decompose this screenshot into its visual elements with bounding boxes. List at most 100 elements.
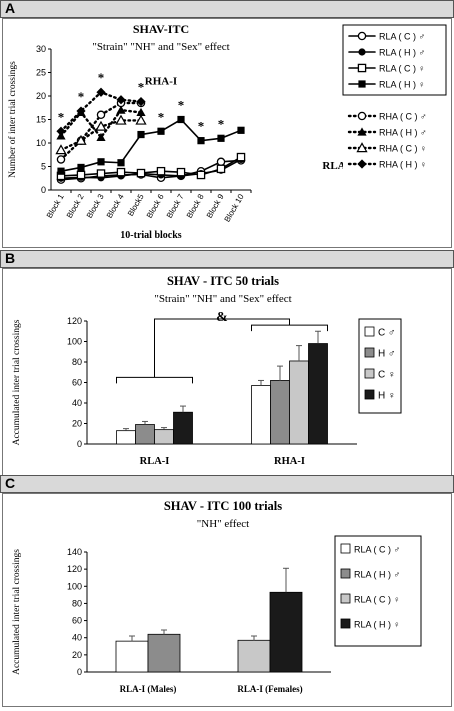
chart-c-legend-swatch [340,568,351,579]
chart-b-legend-label: H ♀ [378,391,396,402]
chart-a-point [96,132,106,141]
chart-c-legend-label: RLA ( H ) ♀ [354,620,400,630]
chart-a-point [96,110,106,120]
chart-a-significance-star: * [58,109,65,124]
chart-a-point [237,126,245,134]
chart-a-x-tick-label: Block5 [126,192,146,218]
chart-b-y-tick-label: 0 [77,439,82,449]
chart-a-title: SHAV-ITC [133,22,189,36]
panel-c-letter: C [5,475,16,491]
chart-a-x-tick-label: Block 3 [85,192,106,220]
chart-c-subtitle: "NH" effect [197,518,249,530]
chart-a-x-tick-label: Block 9 [205,192,226,220]
chart-b-bar [116,430,136,445]
chart-a-point [216,157,226,167]
chart-b-bracket-connect [154,318,290,378]
chart-b-bracket-rha [251,324,328,332]
chart-b-legend-swatch [364,347,375,358]
panel-b-letter: B [5,250,16,266]
chart-b-legend-label: C ♀ [378,370,396,381]
chart-b-bar [289,360,309,445]
chart-a-legend-marker [357,159,367,169]
chart-a-point [76,170,86,180]
chart-b-significance-amp: & [216,310,228,325]
chart-a-legend-label: RHA ( C ) ♀ [379,144,427,154]
chart-b-svg: SHAV - ITC 50 trials "Strain" "NH" and "S… [12,274,402,467]
chart-a-significance-star: * [218,116,225,131]
chart-b-legend: C ♂ H ♂ C ♀ H ♀ [358,318,402,414]
chart-a-point [116,95,126,105]
chart-b-y-tick-label: 20 [72,419,82,429]
panel-a-header: A [0,0,454,18]
panel-c: C SHAV - ITC 100 trials "NH" effect 0 20 40 6… [0,475,454,709]
chart-c-legend-label: RLA ( C ) ♀ [354,595,400,605]
chart-c-bar [147,633,181,673]
chart-b-bar [251,385,271,445]
chart-a-point [177,115,185,124]
chart-c-x-tick-label: RLA-I (Males) [120,684,177,694]
chart-a-point [136,107,146,117]
chart-a-point [97,158,105,166]
chart-b-title: SHAV - ITC 50 trials [167,274,279,288]
chart-a-point [77,163,85,172]
chart-c-svg: SHAV - ITC 100 trials "NH" effect 0 20 40 60 8… [12,499,422,694]
chart-a-point [116,167,126,177]
chart-a-legend-label: RLA ( H ) ♂ [379,48,425,58]
chart-b-legend-label: C ♂ [378,328,396,339]
chart-a-x-tick-label: Block 8 [185,192,206,220]
chart-b-bar [270,380,290,445]
chart-a-annotation-rha: RHA-I [145,75,177,87]
chart-a-legend-label: RHA ( H ) ♀ [379,160,427,170]
chart-a-legend-marker [358,48,366,56]
chart-a-subtitle: "Strain" "NH" and "Sex" effect [92,41,229,53]
chart-a-point [135,114,147,125]
chart-a-point [115,114,127,125]
chart-a-legend-marker [357,111,367,121]
chart-a-y-tick-label: 30 [36,44,46,54]
chart-a-legend-label: RLA ( C ) ♂ [379,32,425,42]
chart-b-y-tick-label: 40 [72,398,82,408]
chart-c-bar [237,639,271,673]
chart-c-legend: RLA ( C ) ♂ RLA ( H ) ♂ RLA ( C ) ♀ RLA ( H… [334,535,422,647]
chart-a-significance-star: * [78,89,85,104]
chart-b-bar [135,424,155,445]
chart-b-bar [154,429,174,445]
chart-c-y-tick-label: 20 [72,650,82,660]
chart-b-x-tick-label: RHA-I [274,456,305,467]
chart-a-legend-marker [357,63,367,73]
chart-a-significance-star: * [138,80,145,95]
chart-b-y-tick-label: 60 [72,378,82,388]
chart-c-bar [115,640,149,673]
chart-c-y-tick-label: 100 [67,581,82,591]
chart-a-point [95,120,107,131]
chart-c-y-tick-label: 60 [72,616,82,626]
chart-c-legend-label: RLA ( H ) ♂ [354,570,400,580]
panel-c-header: C [0,475,454,493]
chart-b-subtitle: "Strain" "NH" and "Sex" effect [154,293,291,305]
chart-a-x-tick-label: Block 7 [165,192,186,220]
chart-a-legend-marker [358,80,366,88]
chart-c-title: SHAV - ITC 100 trials [164,499,282,513]
chart-a-significance-star: * [158,109,165,124]
chart-a-point [176,167,186,177]
panel-a: A SHAV-ITC "Strain" "NH" and "Sex" effect… [0,0,454,250]
chart-a-y-tick-label: 15 [36,115,46,125]
panel-a-letter: A [5,0,16,16]
chart-a-series-line [60,118,242,172]
chart-a-point [196,170,206,180]
chart-a-point [96,169,106,178]
chart-b-bar [308,343,328,445]
chart-a-legend-label: RLA ( C ) ♀ [379,64,425,74]
chart-a-svg: SHAV-ITC "Strain" "NH" and "Sex" effect 0 5… [7,22,447,241]
chart-a-y-tick-label: 0 [41,185,46,195]
chart-c-y-tick-label: 0 [77,667,82,677]
chart-c-y-tick-label: 120 [67,564,82,574]
chart-a-point [157,127,165,135]
chart-b-legend-label: H ♂ [378,349,396,360]
chart-a-point [156,166,166,176]
chart-a-legend-label: RHA ( H ) ♂ [379,128,427,138]
chart-c-y-tick-label: 40 [72,633,82,643]
chart-b-x-tick-label: RLA-I [140,456,170,467]
chart-c-legend-swatch [340,593,351,604]
chart-a-point [117,159,125,167]
